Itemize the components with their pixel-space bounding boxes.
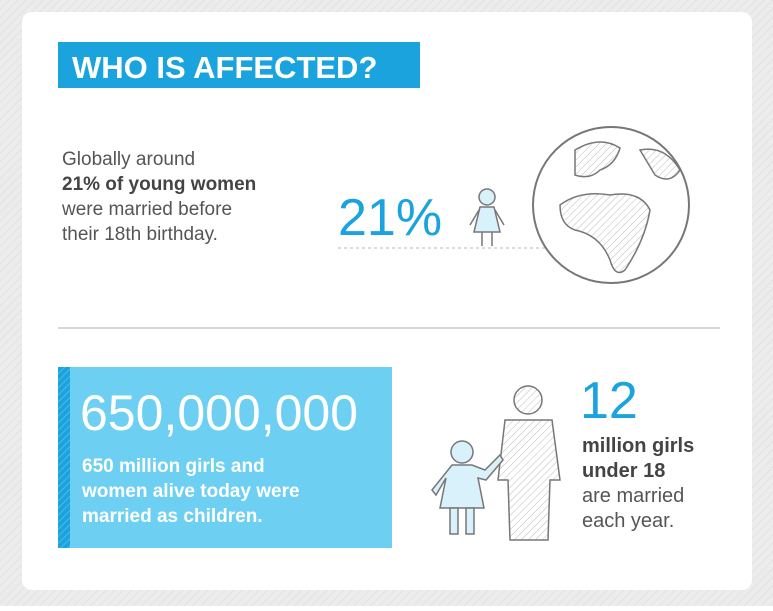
stat: 12 (580, 372, 638, 430)
text-line: 650 million girls and (82, 456, 265, 477)
text-line: women alive today were (81, 481, 300, 502)
text-line: Globally around (62, 149, 195, 170)
globe-icon (532, 126, 690, 284)
text-line: were married before (61, 199, 232, 220)
text-line: their 18th birthday. (62, 224, 218, 245)
adult-child-icon (431, 385, 561, 541)
section-3-text: million girls under 18 are married each … (582, 435, 694, 532)
text-line: each year. (582, 510, 674, 532)
title: WHO IS AFFECTED? (72, 50, 377, 85)
stat-box-edge (58, 367, 70, 548)
title-box (58, 42, 420, 88)
section-2-text: 650 million girls and women alive today … (81, 456, 300, 527)
text-line: under 18 (582, 460, 665, 482)
stat: 21% (338, 189, 442, 247)
big-stat: 650,000,000 (80, 385, 358, 441)
text-line: 21% of young women (62, 174, 256, 195)
section-1-text: Globally around 21% of young women were … (61, 149, 256, 245)
text-line: are married (582, 485, 684, 507)
text-line: million girls (582, 435, 694, 457)
stat-box (58, 367, 392, 548)
girl-icon (469, 188, 505, 246)
text-line: married as children. (82, 506, 263, 527)
